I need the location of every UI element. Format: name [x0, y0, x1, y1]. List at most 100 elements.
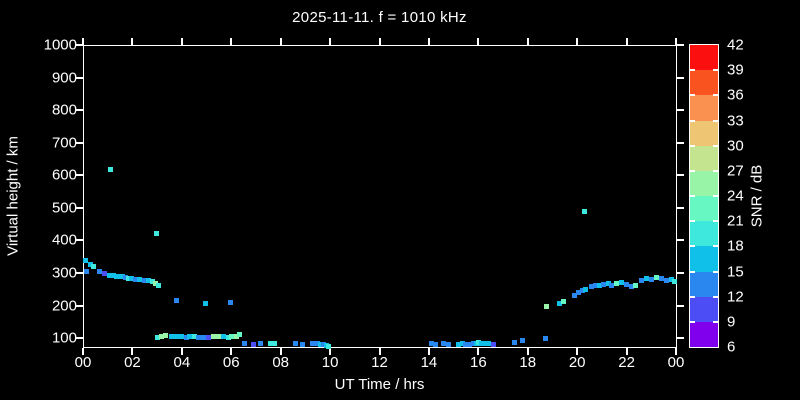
- x-tick-label: 22: [618, 354, 635, 371]
- data-point: [155, 334, 161, 340]
- y-tick-label: 500: [51, 199, 77, 217]
- x-tick-top: [576, 38, 579, 45]
- x-tick-top: [230, 38, 233, 45]
- colorbar-notch: [713, 94, 718, 97]
- x-tick-label: 06: [222, 354, 240, 371]
- data-point: [108, 167, 114, 173]
- y-tick: [76, 76, 83, 79]
- y-tick: [76, 206, 83, 209]
- data-point: [605, 280, 611, 286]
- data-point: [658, 276, 664, 282]
- x-tick-top: [82, 38, 84, 45]
- data-point: [169, 334, 175, 340]
- colorbar-notch: [713, 119, 718, 122]
- colorbar-frame: [689, 44, 719, 348]
- y-tick: [76, 304, 83, 307]
- y-tick-right: [677, 174, 684, 177]
- y-tick-right: [677, 44, 684, 46]
- x-tick: [675, 348, 677, 355]
- data-point: [446, 341, 452, 347]
- x-axis-title: UT Time / hrs: [334, 376, 425, 393]
- colorbar-segment: [690, 321, 718, 348]
- x-tick-top: [131, 38, 134, 45]
- colorbar-notch: [713, 169, 718, 172]
- colorbar-notch: [713, 220, 718, 223]
- y-tick-label: 900: [51, 69, 77, 87]
- y-tick-right: [677, 76, 684, 79]
- x-tick-top: [526, 38, 529, 45]
- data-point: [184, 334, 190, 340]
- colorbar-segment: [690, 296, 718, 323]
- colorbar-notch: [690, 270, 695, 273]
- data-point: [96, 268, 102, 274]
- colorbar-notch: [690, 220, 695, 223]
- data-point: [271, 341, 277, 347]
- colorbar-tick-label: 30: [727, 137, 744, 155]
- colorbar-segment: [690, 221, 718, 247]
- x-tick-label: 08: [272, 354, 289, 371]
- colorbar-tick-label: 36: [727, 86, 744, 104]
- data-point: [511, 339, 517, 345]
- colorbar-segment: [690, 45, 718, 71]
- data-point: [122, 275, 128, 281]
- data-point: [463, 341, 469, 347]
- colorbar-tick-label: 39: [727, 61, 744, 79]
- data-point: [648, 277, 654, 283]
- x-tick: [378, 348, 381, 355]
- y-tick-label: 600: [51, 166, 77, 184]
- y-tick-label: 1000: [43, 36, 77, 54]
- x-tick-label: 02: [124, 354, 141, 371]
- x-tick: [82, 348, 84, 355]
- data-point: [600, 281, 606, 287]
- colorbar-tick-label: 42: [727, 36, 744, 54]
- x-tick-top: [378, 38, 381, 45]
- data-point: [107, 272, 113, 278]
- y-tick-label: 800: [51, 101, 77, 119]
- data-point: [229, 334, 235, 340]
- data-point: [672, 279, 678, 285]
- data-point: [582, 286, 588, 292]
- colorbar-notch: [690, 295, 695, 298]
- data-point: [614, 280, 620, 286]
- data-point: [203, 300, 209, 306]
- data-point: [236, 331, 242, 337]
- colorbar-notch: [690, 169, 695, 172]
- data-point: [310, 340, 316, 346]
- data-point: [663, 278, 669, 284]
- data-point: [206, 335, 212, 341]
- data-point: [150, 279, 156, 285]
- data-point: [542, 336, 548, 342]
- data-point: [155, 283, 161, 289]
- colorbar-title: SNR / dB: [748, 164, 766, 228]
- x-tick-top: [180, 38, 183, 45]
- colorbar-notch: [690, 144, 695, 147]
- y-tick-label: 100: [51, 329, 77, 347]
- y-tick: [76, 141, 83, 144]
- colorbar-notch: [690, 320, 695, 323]
- data-point: [196, 334, 202, 340]
- data-point: [163, 333, 169, 339]
- data-point: [146, 278, 152, 284]
- data-point: [582, 209, 588, 215]
- data-point: [589, 283, 595, 289]
- data-point: [432, 342, 438, 348]
- y-tick-label: 400: [51, 231, 77, 249]
- data-point: [83, 268, 89, 274]
- colorbar-segment: [690, 246, 718, 272]
- x-tick: [576, 348, 579, 355]
- x-tick-label: 00: [74, 354, 92, 371]
- data-point: [242, 340, 248, 346]
- data-point: [114, 273, 120, 279]
- data-point: [221, 334, 227, 340]
- colorbar-segment: [690, 196, 718, 222]
- data-point: [292, 340, 298, 346]
- data-point: [320, 341, 326, 347]
- data-point: [482, 341, 487, 347]
- data-point: [179, 334, 185, 340]
- data-point: [485, 340, 491, 346]
- colorbar-segment: [690, 120, 718, 147]
- data-point: [133, 277, 139, 283]
- y-tick: [76, 337, 83, 340]
- x-tick-label: 14: [420, 354, 438, 371]
